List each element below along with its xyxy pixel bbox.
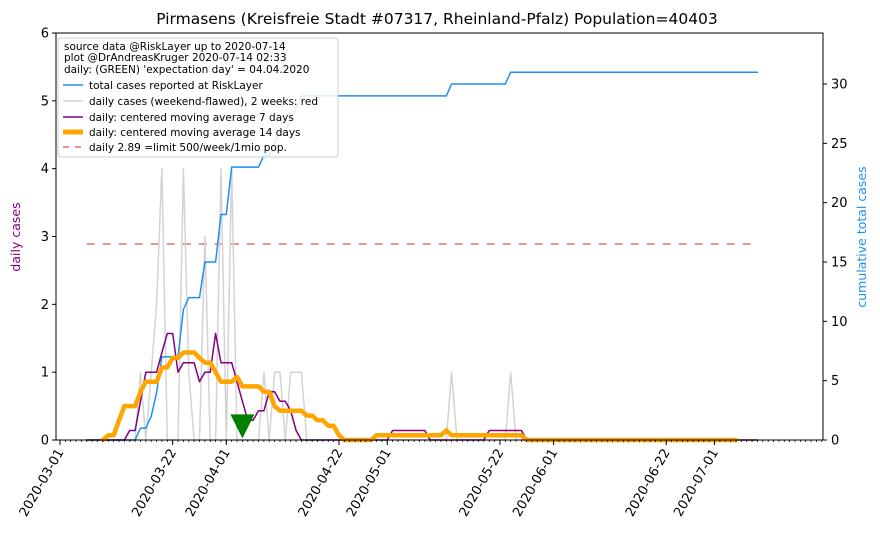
right-tick-label: 15	[831, 256, 848, 271]
legend-header-line-1: source data @RiskLayer up to 2020-07-14	[64, 41, 286, 53]
legend-box	[57, 37, 339, 158]
legend-label-total: total cases reported at RiskLayer	[89, 80, 263, 92]
legend-label-daily: daily cases (weekend-flawed), 2 weeks: r…	[89, 96, 318, 108]
right-tick-label: 30	[831, 78, 848, 93]
right-axis-label: cumulative total cases	[854, 166, 869, 307]
left-tick-label: 0	[41, 434, 49, 449]
legend-label-ma7: daily: centered moving average 7 days	[89, 112, 294, 124]
legend-header-line-3: daily: (GREEN) 'expectation day' = 04.04…	[64, 64, 309, 76]
left-tick-label: 6	[41, 27, 49, 42]
right-tick-label: 0	[831, 434, 839, 449]
right-tick-label: 25	[831, 137, 848, 152]
left-tick-label: 4	[41, 162, 49, 177]
right-tick-label: 20	[831, 196, 848, 211]
legend-header-line-2: plot @DrAndreasKruger 2020-07-14 02:33	[64, 52, 287, 64]
left-tick-label: 2	[41, 298, 49, 313]
left-axis: 0 1 2 3 4 5 6	[41, 27, 56, 449]
left-tick-label: 3	[41, 230, 49, 245]
legend: source data @RiskLayer up to 2020-07-14 …	[57, 37, 339, 158]
right-tick-label: 10	[831, 315, 848, 330]
legend-label-limit: daily 2.89 =limit 500/week/1mio pop.	[89, 142, 287, 154]
chart-title: Pirmasens (Kreisfreie Stadt #07317, Rhei…	[156, 10, 718, 28]
legend-label-ma14: daily: centered moving average 14 days	[89, 127, 301, 139]
left-tick-label: 1	[41, 366, 49, 381]
right-tick-label: 5	[831, 374, 839, 389]
series-ma14-line	[100, 350, 739, 443]
right-axis: 0 5 10 15 20 25 30	[823, 78, 848, 449]
expectation-day-marker	[230, 414, 255, 439]
left-tick-label: 5	[41, 94, 49, 109]
left-axis-label: daily cases	[8, 202, 23, 271]
